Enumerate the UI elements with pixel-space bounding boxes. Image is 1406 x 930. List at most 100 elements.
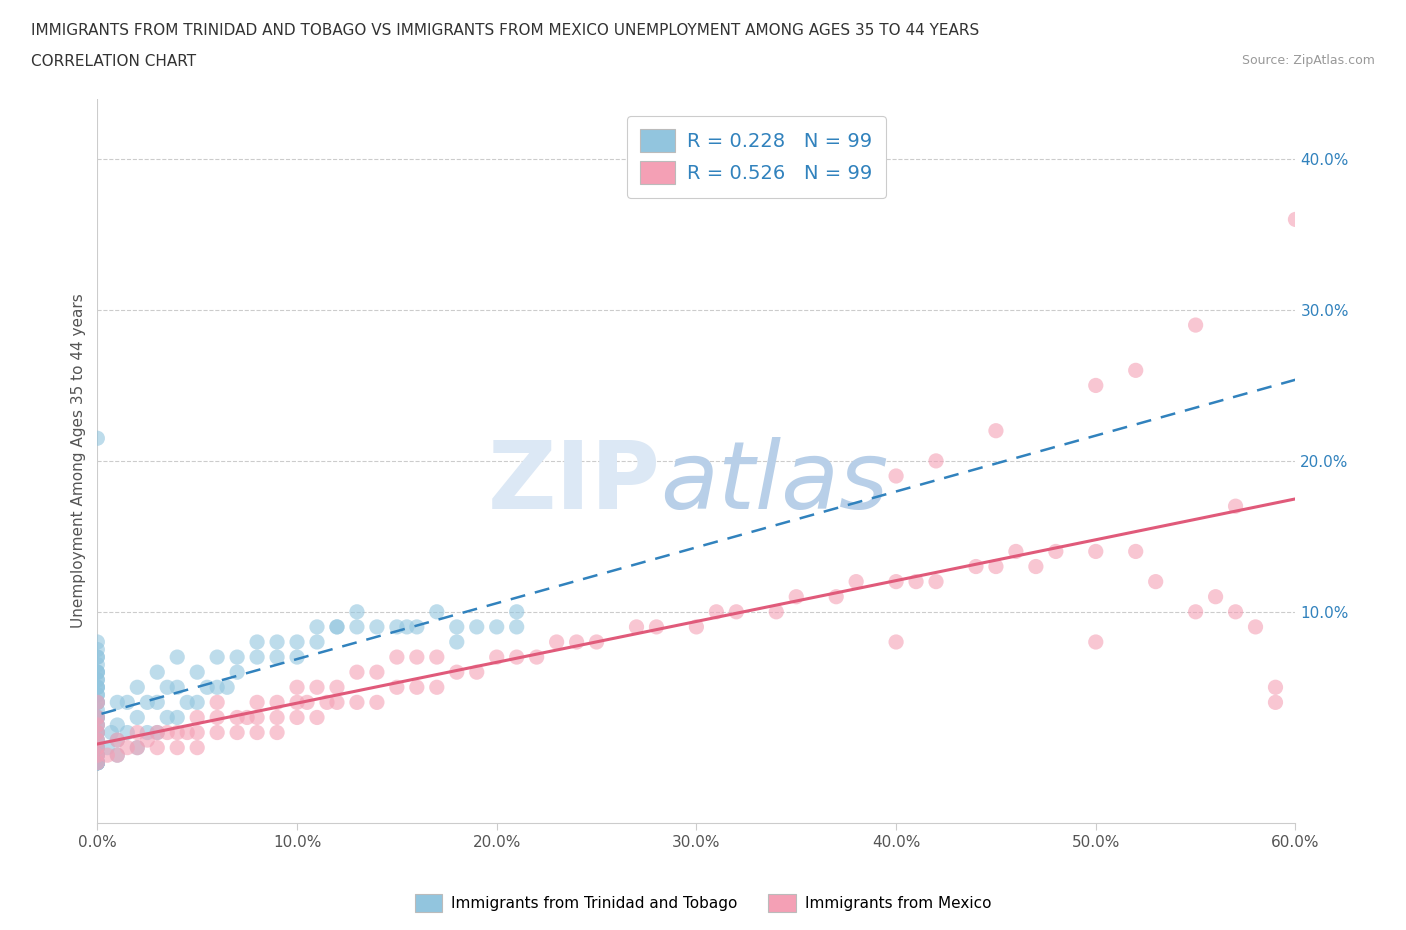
Point xyxy=(86,748,108,763)
Point xyxy=(405,650,427,665)
Point xyxy=(146,695,169,710)
Point xyxy=(86,665,108,680)
Point xyxy=(485,650,508,665)
Point xyxy=(86,710,108,724)
Point xyxy=(86,680,108,695)
Point xyxy=(426,604,449,619)
Point xyxy=(706,604,728,619)
Point xyxy=(86,725,108,740)
Point xyxy=(86,740,108,755)
Text: ZIP: ZIP xyxy=(488,436,661,528)
Point xyxy=(925,454,948,469)
Text: CORRELATION CHART: CORRELATION CHART xyxy=(31,54,195,69)
Point xyxy=(86,695,108,710)
Point xyxy=(1244,619,1267,634)
Point xyxy=(266,695,288,710)
Point xyxy=(86,725,108,740)
Point xyxy=(226,650,249,665)
Point xyxy=(505,650,527,665)
Point xyxy=(86,755,108,770)
Point xyxy=(1264,695,1286,710)
Point xyxy=(136,725,159,740)
Point xyxy=(1025,559,1047,574)
Point xyxy=(186,710,208,724)
Point xyxy=(1045,544,1067,559)
Point xyxy=(105,718,128,733)
Point xyxy=(86,680,108,695)
Point xyxy=(86,642,108,657)
Point xyxy=(146,725,169,740)
Point xyxy=(1284,212,1306,227)
Point xyxy=(86,695,108,710)
Point xyxy=(86,748,108,763)
Point xyxy=(326,680,349,695)
Point xyxy=(176,725,198,740)
Point xyxy=(385,619,408,634)
Point xyxy=(246,650,269,665)
Point xyxy=(186,665,208,680)
Point xyxy=(585,634,607,649)
Point xyxy=(965,559,987,574)
Point xyxy=(86,710,108,724)
Point xyxy=(685,619,707,634)
Point xyxy=(86,755,108,770)
Point xyxy=(86,740,108,755)
Point xyxy=(166,740,188,755)
Point xyxy=(465,665,488,680)
Point xyxy=(86,665,108,680)
Point xyxy=(186,725,208,740)
Text: Source: ZipAtlas.com: Source: ZipAtlas.com xyxy=(1241,54,1375,67)
Point xyxy=(156,710,179,724)
Point xyxy=(205,680,228,695)
Point xyxy=(485,619,508,634)
Point xyxy=(346,665,368,680)
Point xyxy=(86,725,108,740)
Point xyxy=(195,680,218,695)
Point xyxy=(305,634,328,649)
Point xyxy=(316,695,339,710)
Point xyxy=(346,619,368,634)
Point xyxy=(366,665,388,680)
Point xyxy=(156,680,179,695)
Legend: R = 0.228   N = 99, R = 0.526   N = 99: R = 0.228 N = 99, R = 0.526 N = 99 xyxy=(627,115,886,197)
Point xyxy=(426,650,449,665)
Point xyxy=(1125,363,1147,378)
Point xyxy=(86,748,108,763)
Point xyxy=(326,695,349,710)
Point xyxy=(1084,544,1107,559)
Point xyxy=(785,590,807,604)
Point xyxy=(86,658,108,672)
Point xyxy=(1144,574,1167,589)
Point xyxy=(86,733,108,748)
Point xyxy=(725,604,748,619)
Point xyxy=(86,672,108,687)
Point xyxy=(385,680,408,695)
Point xyxy=(105,733,128,748)
Point xyxy=(884,469,907,484)
Point xyxy=(166,710,188,724)
Point xyxy=(186,695,208,710)
Point xyxy=(405,619,427,634)
Point xyxy=(205,710,228,724)
Point xyxy=(305,619,328,634)
Point xyxy=(285,650,308,665)
Point xyxy=(266,710,288,724)
Point xyxy=(146,740,169,755)
Point xyxy=(305,680,328,695)
Point xyxy=(86,755,108,770)
Point xyxy=(105,748,128,763)
Point xyxy=(86,755,108,770)
Point xyxy=(86,748,108,763)
Point xyxy=(1225,604,1247,619)
Point xyxy=(86,710,108,724)
Point xyxy=(505,619,527,634)
Point xyxy=(86,650,108,665)
Point xyxy=(984,559,1007,574)
Point xyxy=(395,619,418,634)
Point xyxy=(117,740,139,755)
Point xyxy=(86,687,108,702)
Point xyxy=(217,680,239,695)
Point xyxy=(105,695,128,710)
Point xyxy=(86,710,108,724)
Point xyxy=(105,748,128,763)
